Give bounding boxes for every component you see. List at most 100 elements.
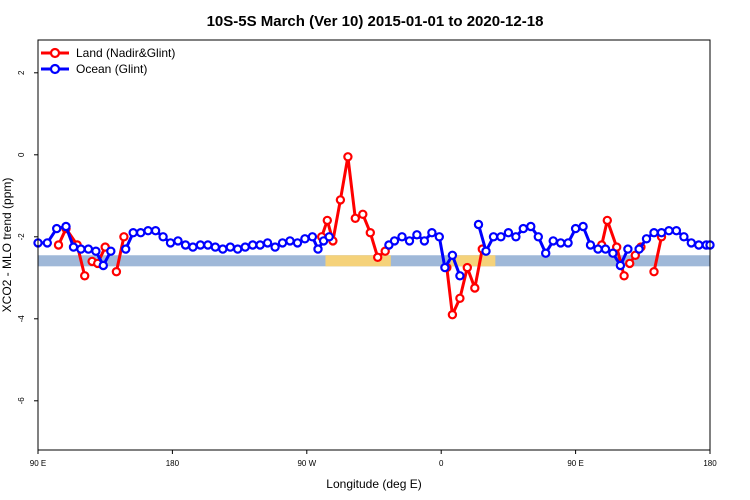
ocean-point <box>641 234 652 244</box>
x-axis: 90 E 180 90 W 0 90 E 180 <box>30 450 717 468</box>
ocean-point <box>61 221 71 232</box>
land-point <box>343 152 353 162</box>
y-tick-label: -6 <box>17 397 26 405</box>
ocean-point <box>671 225 682 236</box>
x-tick-label: 90 W <box>297 459 316 468</box>
x-tick-label: 90 E <box>30 459 46 468</box>
land-point <box>602 215 613 226</box>
legend-marker-ocean <box>49 63 61 75</box>
y-axis-label: XCO2 - MLO trend (ppm) <box>0 178 14 313</box>
ocean-point <box>262 238 273 248</box>
ocean-point <box>419 236 430 246</box>
legend: Land (Nadir&Glint) Ocean (Glint) <box>41 46 175 76</box>
ocean-point <box>232 244 243 254</box>
ocean-point <box>427 227 437 238</box>
ocean-point <box>496 232 506 242</box>
ocean-point <box>556 238 566 248</box>
x-tick-label: 0 <box>439 459 444 468</box>
land-series-line <box>320 155 387 259</box>
ocean-point <box>615 260 626 271</box>
ocean-point <box>158 232 168 242</box>
land-point <box>335 195 346 205</box>
ocean-point <box>473 219 484 230</box>
ocean-point <box>578 221 588 232</box>
ocean-point <box>563 238 573 248</box>
ocean-point <box>128 227 138 238</box>
series-layer <box>33 152 715 320</box>
ocean-point <box>481 246 491 256</box>
land-series-line <box>445 248 484 317</box>
land-band <box>325 255 391 267</box>
ocean-point <box>434 232 444 242</box>
ocean-point <box>135 227 146 238</box>
ocean-point <box>255 240 265 250</box>
ocean-point <box>307 232 318 242</box>
x-tick-label: 180 <box>166 459 180 468</box>
ocean-point <box>143 225 153 236</box>
ocean-point <box>150 225 161 236</box>
land-point <box>365 227 375 238</box>
ocean-point <box>548 236 558 246</box>
ocean-point <box>277 238 288 248</box>
land-point <box>373 252 383 262</box>
ocean-point <box>300 234 310 244</box>
ocean-point <box>165 238 176 248</box>
ocean-point <box>42 238 53 248</box>
ocean-point <box>292 238 303 248</box>
land-point <box>455 293 465 303</box>
land-point <box>350 213 360 223</box>
ocean-point <box>649 227 659 238</box>
ocean-point <box>313 244 323 254</box>
chart-title: 10S-5S March (Ver 10) 2015-01-01 to 2020… <box>207 13 544 30</box>
land-point <box>447 310 458 320</box>
land-point <box>649 267 659 277</box>
ocean-point <box>694 240 704 250</box>
ocean-point <box>68 242 79 252</box>
legend-marker-land <box>49 47 61 59</box>
ocean-point <box>570 223 581 234</box>
ocean-point <box>541 248 551 258</box>
y-axis: 2 0 -2 -4 -6 <box>17 70 38 404</box>
ocean-point <box>686 238 697 248</box>
plot-frame <box>37 39 711 451</box>
ocean-point <box>511 232 521 242</box>
ocean-point <box>397 232 407 242</box>
ocean-point <box>585 240 596 250</box>
land-series-line <box>57 227 87 277</box>
y-tick-label: 2 <box>17 70 26 75</box>
ocean-point <box>173 236 183 246</box>
land-point <box>111 267 122 277</box>
ocean-point <box>533 232 544 242</box>
legend-label-land: Land (Nadir&Glint) <box>76 46 175 60</box>
land-series-line <box>652 236 663 273</box>
ocean-point <box>455 271 465 281</box>
x-axis-label: Longitude (deg E) <box>326 477 421 491</box>
ocean-point <box>447 250 458 260</box>
land-point <box>625 258 635 269</box>
ocean-point <box>608 248 618 258</box>
land-point <box>470 283 480 293</box>
ocean-point <box>180 240 191 250</box>
x-tick-label: 90 E <box>567 459 583 468</box>
land-point <box>322 215 332 226</box>
land-point <box>619 271 629 281</box>
ocean-point <box>656 227 667 238</box>
land-point <box>53 240 64 250</box>
ocean-point <box>195 240 206 250</box>
ocean-point <box>518 223 529 234</box>
land-ocean-band <box>38 255 710 267</box>
ocean-point <box>389 236 400 246</box>
ocean-point <box>120 244 131 254</box>
ocean-point <box>526 221 536 232</box>
ocean-point <box>98 260 109 271</box>
ocean-point <box>593 244 603 254</box>
ocean-point <box>270 242 280 252</box>
legend-label-ocean: Ocean (Glint) <box>76 62 147 76</box>
ocean-point <box>664 225 674 236</box>
ocean-point <box>600 244 611 254</box>
ocean-point <box>52 223 62 234</box>
ocean-point <box>76 244 86 254</box>
ocean-point <box>324 232 334 242</box>
ocean-point <box>503 227 514 238</box>
